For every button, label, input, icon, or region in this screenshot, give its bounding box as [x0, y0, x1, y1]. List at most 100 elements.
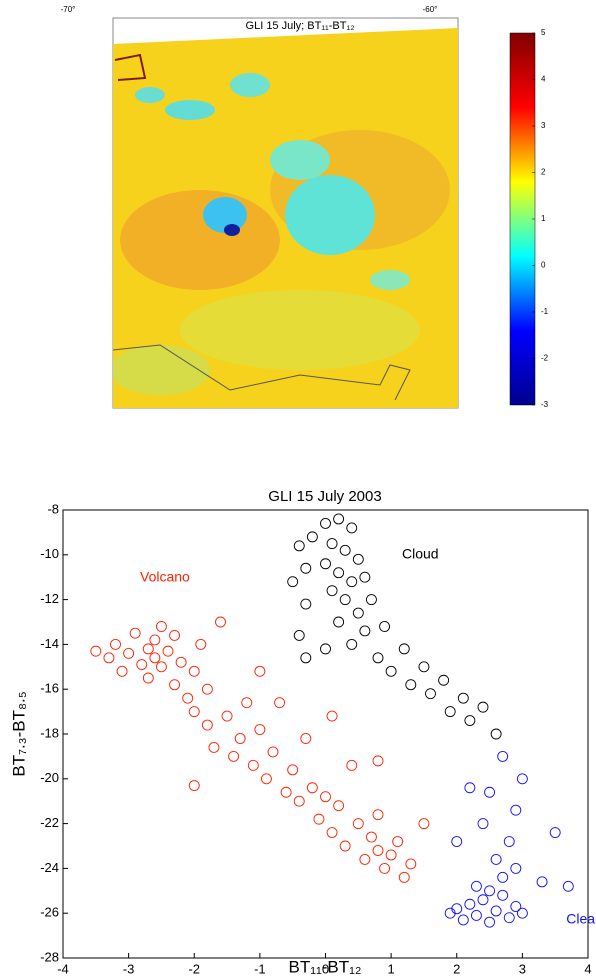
scatter-point	[129, 627, 141, 639]
scatter-point	[254, 724, 266, 735]
scatter-point	[470, 880, 482, 892]
scatter-point	[90, 645, 102, 657]
scatter-point	[490, 728, 502, 740]
scatter-point	[169, 629, 181, 641]
scatter-point	[188, 780, 200, 791]
scatter-point	[352, 607, 364, 619]
scatter-point	[503, 912, 515, 924]
scatter-point	[484, 786, 496, 798]
scatter-point	[306, 531, 318, 543]
y-tick-label: -10	[40, 546, 59, 561]
scatter-point	[188, 706, 200, 718]
scatter-point	[320, 643, 331, 655]
colorbar-tick-label: 0	[541, 261, 546, 270]
x-tick-label: 2	[453, 961, 460, 976]
series-label: Cloud	[402, 546, 439, 562]
scatter-point	[123, 647, 135, 659]
scatter-point	[103, 652, 115, 664]
scatter-point	[300, 733, 312, 744]
scatter-point	[149, 634, 161, 646]
scatter-point	[457, 914, 469, 926]
scatter-point	[300, 598, 312, 610]
scatter-point	[464, 715, 476, 727]
scatter-point	[326, 710, 338, 722]
scatter-point	[405, 858, 417, 870]
scatter-point	[516, 773, 528, 785]
scatter-point	[333, 567, 345, 579]
scatter-point	[451, 836, 463, 847]
scatter-point	[385, 849, 397, 861]
scatter-point	[195, 638, 207, 650]
scatter-point	[346, 576, 358, 588]
scatter-point	[457, 692, 469, 704]
scatter-point	[326, 538, 338, 550]
scatter-point	[293, 629, 305, 641]
x-tick-label: -4	[57, 961, 69, 976]
scatter-point	[379, 621, 391, 632]
scatter-point	[280, 786, 292, 798]
scatter-point	[247, 759, 259, 771]
y-tick-label: -20	[40, 770, 59, 785]
colorbar-tick-label: -1	[541, 307, 549, 316]
scatter-point	[365, 831, 377, 843]
scatter-point	[490, 853, 502, 865]
scatter-point	[497, 871, 509, 883]
scatter-point	[477, 818, 489, 830]
scatter-point	[352, 553, 364, 565]
scatter-point	[155, 661, 167, 673]
scatter-point	[352, 818, 364, 830]
scatter-point	[339, 840, 351, 852]
y-tick-label: -8	[47, 501, 59, 516]
scatter-point	[510, 862, 522, 874]
x-tick-label: 3	[519, 961, 526, 976]
scatter-point	[287, 764, 299, 776]
x-axis-label: BT₁₁-BT₁₂	[289, 957, 362, 976]
map-image	[113, 28, 458, 408]
scatter-point	[346, 522, 358, 534]
scatter-point	[359, 853, 371, 865]
y-tick-label: -22	[40, 815, 59, 830]
scatter-point	[464, 898, 476, 910]
colorbar-tick-label: 1	[541, 214, 546, 223]
scatter-point	[497, 889, 509, 901]
scatter-point	[359, 571, 371, 583]
colorbar-tick-label: -3	[541, 400, 549, 409]
y-tick-label: -16	[40, 681, 59, 696]
y-tick-label: -18	[40, 725, 59, 740]
scatter-point	[385, 665, 397, 677]
map-title: GLI 15 July; BT₁₁-BT₁₂	[246, 20, 355, 32]
colorbar: -3 -2 -1 0 1 2 3 4 5	[509, 28, 549, 409]
scatter-point	[201, 683, 213, 695]
colorbar-tick-label: 2	[541, 168, 546, 177]
colorbar-tick-label: -2	[541, 354, 549, 363]
x-tick-label: 1	[388, 961, 395, 976]
scatter-point	[215, 616, 226, 628]
scatter-point	[398, 643, 410, 655]
scatter-point	[451, 903, 463, 915]
scatter-point	[221, 710, 233, 722]
scatter-point	[503, 836, 515, 847]
y-tick-label: -28	[40, 949, 59, 964]
scatter-point	[274, 697, 286, 709]
colorbar-fill	[509, 32, 536, 406]
scatter-point	[254, 665, 266, 677]
scatter-point	[562, 880, 574, 892]
scatter-point	[425, 688, 436, 700]
y-axis-label: BT₇.₃-BT₈.₅	[9, 691, 28, 776]
scatter-point	[497, 750, 509, 762]
scatter-point	[346, 759, 358, 771]
scatter-point	[372, 652, 384, 664]
scatter-point	[162, 645, 174, 657]
scatter-point	[372, 845, 384, 856]
scatter-point	[306, 782, 318, 794]
scatter-point	[241, 697, 253, 709]
x-tick-label: 4	[584, 961, 591, 976]
lon-label: -60°	[423, 5, 438, 14]
scatter-point	[300, 652, 312, 664]
scatter-point	[333, 513, 345, 525]
scatter-point	[549, 827, 561, 839]
scatter-point	[234, 733, 246, 744]
scatter-point	[444, 706, 456, 718]
x-tick-label: -2	[188, 961, 200, 976]
